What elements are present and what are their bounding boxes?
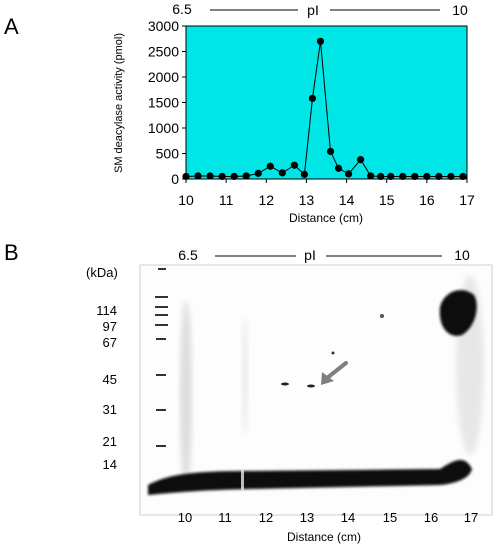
marker-label: 67 [103,335,117,350]
data-point [387,172,395,181]
y-axis-label: SM deacylase activity (pmol) [113,33,125,173]
gel-ph-left-label: 6.5 [178,247,198,263]
data-point [206,172,214,180]
series-points [182,37,467,181]
data-point [377,172,385,181]
high-mw-spot [439,290,477,336]
protein-spot [281,382,289,386]
data-point [290,161,298,169]
data-point [367,172,375,180]
x-axis-label: Distance (cm) [289,211,363,225]
gel-ph-mid-label: pI [304,247,316,263]
x-tick-label: 14 [339,192,355,208]
gel-image: 6.5 pI 10 (kDa) 114 97 67 45 31 21 [86,247,493,544]
band-gap [241,469,244,491]
data-point [266,162,274,170]
y-tick-label: 1000 [148,120,179,136]
data-point [357,156,365,164]
marker-ladder [155,268,168,447]
data-point [447,172,455,181]
data-point [230,172,238,181]
x-tick-label: 17 [459,192,475,208]
kda-unit-label: (kDa) [86,265,118,280]
gel-x-tick: 17 [464,510,478,525]
data-point [278,169,286,177]
x-axis-ticks: 10 11 12 13 14 15 16 17 [178,179,475,208]
marker-label: 31 [103,402,117,417]
gel-ph-header: 6.5 pI 10 [178,247,470,263]
data-point [344,170,353,178]
marker-label: 45 [103,372,117,387]
gel-x-tick: 10 [178,510,192,525]
ph-right-label: 10 [452,2,468,18]
arrow-icon [321,361,348,385]
x-tick-label: 16 [419,192,435,208]
gel-x-tick: 11 [218,510,232,525]
protein-spot [380,314,384,318]
x-tick-label: 11 [219,192,234,208]
gel-smear-left [180,300,192,490]
data-point [399,172,407,181]
data-point [334,164,343,172]
data-point [194,172,202,180]
data-point [411,172,419,181]
gel-x-tick: 15 [383,510,397,525]
data-point [316,37,325,45]
dye-front-band [148,459,472,495]
panel-b-letter: B [4,240,19,265]
data-point [326,147,335,156]
x-tick-label: 10 [178,192,194,208]
data-point [254,169,262,177]
gel-x-tick: 12 [259,510,273,525]
data-point [242,172,250,180]
x-tick-label: 15 [379,192,395,208]
marker-label: 97 [103,319,117,334]
gel-x-tick: 16 [424,510,438,525]
y-tick-label: 2500 [148,44,179,60]
data-point [459,172,467,181]
ph-mid-label: pI [307,2,319,18]
marker-label: 114 [96,303,117,318]
marker-label: 21 [103,434,117,449]
y-tick-label: 0 [171,171,179,187]
y-axis-ticks: 0 500 1000 1500 2000 2500 3000 [148,18,186,187]
protein-spot [307,384,315,388]
ph-gradient-header: 6.5 pI 10 [172,1,468,18]
y-tick-label: 500 [156,146,180,162]
data-point [423,172,431,181]
data-point [308,94,317,103]
ph-left-label: 6.5 [172,1,192,17]
gel-x-axis-label: Distance (cm) [287,530,361,544]
y-tick-label: 2000 [148,69,179,85]
data-point [182,172,190,181]
y-tick-label: 1500 [148,95,179,111]
gel-smear-center [242,315,248,435]
x-tick-label: 13 [299,192,315,208]
gel-x-tick: 13 [300,510,314,525]
data-point [435,172,443,181]
gel-ph-right-label: 10 [454,247,470,263]
x-tick-label: 12 [258,192,274,208]
protein-spot [331,351,335,355]
y-tick-label: 3000 [148,18,179,34]
data-point [300,170,309,179]
data-point [218,172,226,181]
gel-x-tick: 14 [341,510,355,525]
marker-label: 14 [103,457,117,472]
panel-a-letter: A [4,14,19,39]
